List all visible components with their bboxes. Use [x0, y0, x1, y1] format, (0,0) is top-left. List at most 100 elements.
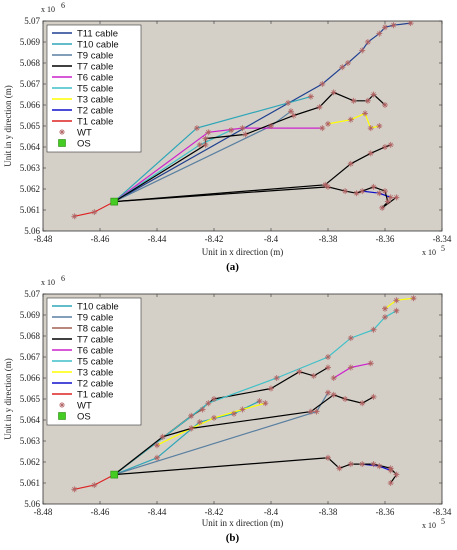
chart-panel-a: -8.48 -8.46 -8.44 -8.42 -8.4 -8.38 -8.36 -8.345… — [3, 1, 452, 273]
wt-marker — [319, 81, 326, 87]
series-line-t10-cable — [113, 96, 312, 203]
wt-marker — [319, 125, 326, 132]
wt-marker — [330, 375, 337, 381]
legend-wt-swatch — [59, 129, 65, 135]
legend-entry-os: OS — [77, 412, 91, 423]
y-tick-label: 5.065 — [20, 394, 41, 404]
legend-entry: T7 cable — [77, 62, 113, 73]
y-tick-label: 5.068 — [20, 58, 41, 68]
y-tick-label: 5.067 — [20, 352, 41, 362]
wt-marker — [344, 60, 351, 66]
legend-entry: T8 cable — [77, 324, 113, 335]
wt-marker — [362, 110, 369, 117]
legend-entry: T9 cable — [77, 51, 113, 62]
wt-marker — [393, 307, 400, 314]
x-tick-label: -8.38 — [319, 507, 338, 517]
wt-marker — [325, 183, 331, 190]
wt-marker — [350, 97, 357, 104]
legend-entry: T1 cable — [77, 117, 113, 128]
legend-os-swatch — [58, 139, 66, 147]
chart-panel-b: -8.48 -8.46 -8.44 -8.42 -8.4 -8.38 -8.36 -8.345… — [3, 274, 452, 544]
x-tick-label: -8.36 — [376, 507, 395, 517]
x-tick-label: -8.38 — [319, 234, 338, 244]
wt-marker — [268, 123, 274, 129]
wt-marker — [353, 190, 360, 197]
x-axis-label: Unit in x direction (m) — [202, 518, 283, 528]
x-tick-label: -8.42 — [205, 234, 224, 244]
wt-marker — [91, 209, 98, 216]
wt-marker — [228, 127, 235, 134]
os-marker — [110, 470, 119, 479]
wt-marker — [342, 188, 349, 195]
wt-marker — [370, 183, 377, 190]
wt-marker — [287, 108, 294, 115]
wt-marker — [359, 47, 366, 54]
wt-marker — [393, 297, 400, 304]
wt-marker — [370, 393, 377, 400]
wt-marker — [325, 120, 331, 127]
wt-marker — [273, 375, 280, 381]
x-tick-label: -8.44 — [148, 234, 167, 244]
data-layer — [71, 21, 414, 220]
wt-marker — [202, 135, 209, 142]
wt-marker — [316, 104, 323, 111]
wt-marker — [336, 465, 343, 472]
wt-marker — [310, 372, 317, 379]
wt-marker — [382, 188, 388, 195]
wt-marker — [205, 400, 212, 407]
wt-marker — [382, 314, 388, 321]
wt-marker — [347, 461, 354, 468]
legend-entry: T5 cable — [77, 357, 113, 368]
wt-marker — [367, 150, 374, 157]
wt-marker — [382, 305, 388, 312]
wt-marker — [193, 125, 200, 132]
legend-entry: T11 cable — [77, 29, 118, 40]
x-tick-label: -8.46 — [91, 507, 110, 517]
legend-entry: T9 cable — [77, 313, 113, 324]
wt-marker — [382, 144, 388, 150]
wt-marker — [307, 93, 314, 100]
y-tick-label: 5.069 — [20, 310, 41, 320]
wt-marker — [71, 486, 78, 493]
wt-marker — [359, 461, 366, 468]
wt-marker — [347, 335, 354, 342]
series-line-t6-cable — [113, 127, 323, 203]
legend-entry: T3 cable — [77, 368, 113, 379]
wt-marker — [154, 454, 160, 461]
wt-marker — [330, 391, 337, 398]
y-tick-label: 5.06 — [24, 226, 40, 236]
y-tick-label: 5.063 — [20, 163, 41, 173]
panel-caption: (b) — [226, 532, 240, 544]
wt-marker — [364, 97, 371, 104]
x-tick-label: -8.48 — [34, 234, 53, 244]
x-tick-label: -8.4 — [264, 234, 279, 244]
wt-marker — [211, 414, 217, 421]
y-tick-label: 5.068 — [20, 331, 41, 341]
wt-marker — [325, 354, 331, 360]
wt-marker — [256, 398, 263, 405]
x-tick-label: -8.48 — [34, 507, 53, 517]
wt-marker — [202, 141, 209, 148]
wt-marker — [199, 406, 206, 413]
wt-marker — [376, 463, 383, 470]
wt-marker — [370, 326, 377, 333]
wt-marker — [285, 99, 292, 106]
legend-entry-os: OS — [77, 139, 91, 150]
legend-entry: T10 cable — [77, 302, 119, 313]
legend-entry-wt: WT — [77, 128, 92, 139]
wt-marker — [359, 400, 366, 407]
wt-marker — [230, 410, 237, 417]
x-exponent-power: 5 — [441, 244, 445, 253]
wt-marker — [307, 408, 314, 415]
y-tick-label: 5.066 — [20, 100, 41, 110]
wt-marker — [339, 64, 346, 71]
y-exponent-power: 6 — [61, 274, 65, 283]
wt-marker — [154, 442, 160, 449]
legend-entry: T10 cable — [77, 40, 119, 51]
x-tick-label: -8.36 — [376, 234, 395, 244]
y-exponent: x 10 — [41, 278, 55, 287]
y-tick-label: 5.063 — [20, 436, 41, 446]
wt-marker — [188, 425, 195, 432]
